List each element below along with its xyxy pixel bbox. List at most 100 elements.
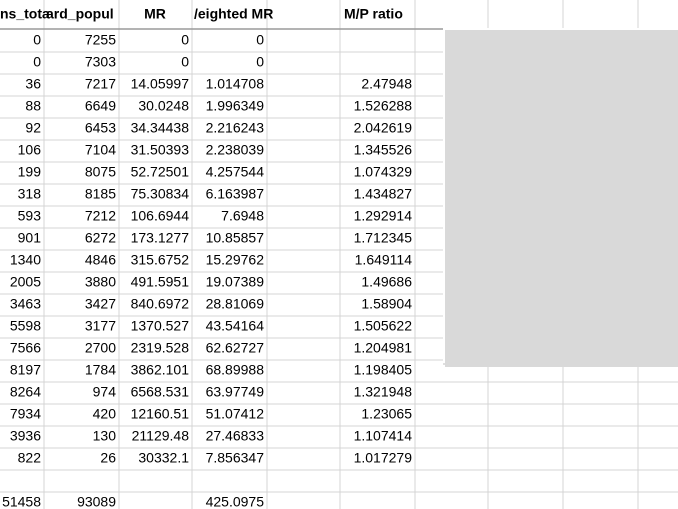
- cell: 491.5951: [131, 274, 190, 290]
- cell: 1.23065: [361, 406, 412, 422]
- cell: 1.014708: [206, 76, 265, 92]
- cell: 1.321948: [354, 384, 413, 400]
- cell: 2.042619: [354, 120, 413, 136]
- cell: 6272: [85, 230, 116, 246]
- cell: 974: [93, 384, 117, 400]
- cell: 106: [18, 142, 42, 158]
- cell: 34.34438: [131, 120, 190, 136]
- cell: 28.81069: [206, 296, 265, 312]
- column-header: MR: [144, 6, 166, 22]
- cell: 318: [18, 186, 42, 202]
- cell: 93089: [77, 494, 116, 509]
- cell: 21129.48: [132, 428, 190, 444]
- cell: 7566: [10, 340, 41, 356]
- cell: 2.216243: [206, 120, 265, 136]
- cell: 7303: [85, 54, 116, 70]
- cell: 1340: [10, 252, 41, 268]
- cell: 0: [33, 54, 41, 70]
- cell: 7212: [85, 208, 116, 224]
- column-header: /eighted MR: [194, 6, 273, 22]
- cell: 8185: [85, 186, 116, 202]
- cell: 1.292914: [354, 208, 413, 224]
- cell: 3880: [85, 274, 116, 290]
- cell: 1370.527: [131, 318, 190, 334]
- cell: 7217: [85, 76, 116, 92]
- chart-shadow: [445, 30, 678, 367]
- cell: 822: [18, 450, 42, 466]
- cell: 2319.528: [131, 340, 190, 356]
- cell: 30.0248: [138, 98, 189, 114]
- cell: 0: [256, 54, 264, 70]
- cell: 1.58904: [361, 296, 412, 312]
- cell: 2700: [85, 340, 116, 356]
- cell: 4.257544: [206, 164, 265, 180]
- cell: 51458: [2, 494, 41, 509]
- cell: 1.712345: [354, 230, 413, 246]
- cell: 0: [181, 32, 189, 48]
- cell: 8075: [85, 164, 116, 180]
- cell: 62.62727: [206, 340, 265, 356]
- cell: 68.89988: [206, 362, 265, 378]
- cell: 6568.531: [131, 384, 190, 400]
- cell: 1.345526: [354, 142, 413, 158]
- cell: 593: [18, 208, 42, 224]
- cell: 27.46833: [206, 428, 265, 444]
- cell: 3427: [85, 296, 116, 312]
- cell: 7.856347: [206, 450, 265, 466]
- cell: 1.49686: [361, 274, 412, 290]
- cell: 1.996349: [206, 98, 265, 114]
- cell: 1.198405: [354, 362, 413, 378]
- cell: 1.505622: [354, 318, 413, 334]
- cell: 5598: [10, 318, 41, 334]
- cell: 1.204981: [354, 340, 413, 356]
- cell: 1.017279: [354, 450, 413, 466]
- cell: 3463: [10, 296, 41, 312]
- cell: 3936: [10, 428, 41, 444]
- cell: 1784: [85, 362, 116, 378]
- cell: 8197: [10, 362, 41, 378]
- cell: 1.107414: [354, 428, 413, 444]
- cell: 52.72501: [131, 164, 190, 180]
- cell: 14.05997: [131, 76, 190, 92]
- cell: 1.526288: [354, 98, 413, 114]
- cell: 15.29762: [206, 252, 265, 268]
- cell: 51.07412: [206, 406, 265, 422]
- column-header: ns_tota: [0, 6, 50, 22]
- cell: 12160.51: [131, 406, 190, 422]
- cell: 199: [18, 164, 42, 180]
- cell: 901: [18, 230, 42, 246]
- cell: 840.6972: [131, 296, 190, 312]
- cell: 1.074329: [354, 164, 413, 180]
- cell: 0: [181, 54, 189, 70]
- cell: 36: [25, 76, 41, 92]
- column-header: M/P ratio: [344, 6, 403, 22]
- cell: 1.649114: [355, 252, 413, 268]
- cell: 88: [25, 98, 41, 114]
- cell: 6453: [85, 120, 116, 136]
- cell: 7934: [10, 406, 41, 422]
- cell: 1.434827: [354, 186, 413, 202]
- cell: 2.47948: [361, 76, 412, 92]
- cell: 3862.101: [131, 362, 190, 378]
- cell: 26: [100, 450, 116, 466]
- cell: 7255: [85, 32, 116, 48]
- cell: 420: [93, 406, 117, 422]
- cell: 106.6944: [131, 208, 190, 224]
- cell: 8264: [10, 384, 41, 400]
- column-header: ard_popul: [46, 6, 114, 22]
- cell: 7.6948: [221, 208, 264, 224]
- cell: 6649: [85, 98, 116, 114]
- cell: 0: [33, 32, 41, 48]
- cell: 6.163987: [206, 186, 265, 202]
- cell: 0: [256, 32, 264, 48]
- cell: 63.97749: [206, 384, 265, 400]
- cell: 75.30834: [131, 186, 190, 202]
- cell: 2005: [10, 274, 41, 290]
- cell: 173.1277: [131, 230, 190, 246]
- cell: 7104: [85, 142, 116, 158]
- cell: 43.54164: [206, 318, 265, 334]
- cell: 2.238039: [206, 142, 265, 158]
- cell: 130: [93, 428, 117, 444]
